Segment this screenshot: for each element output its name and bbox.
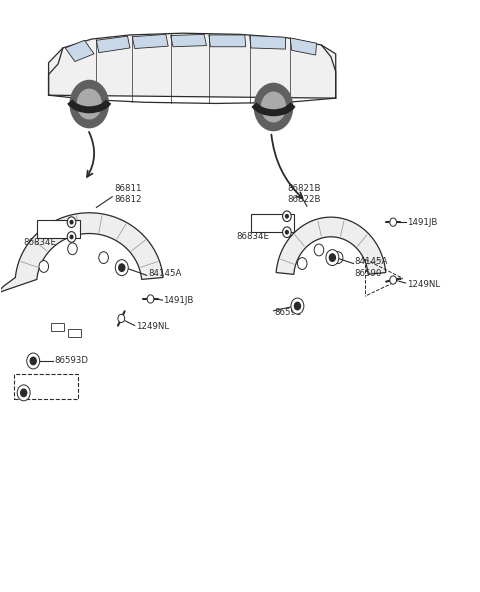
Circle shape xyxy=(390,276,396,284)
Circle shape xyxy=(119,264,125,271)
Polygon shape xyxy=(209,35,246,47)
Circle shape xyxy=(21,389,27,397)
Circle shape xyxy=(30,357,36,365)
Circle shape xyxy=(147,295,154,303)
Text: 1416BA: 1416BA xyxy=(40,230,74,239)
Circle shape xyxy=(115,260,128,276)
Text: 86811
86812: 86811 86812 xyxy=(115,184,142,204)
Text: 1491JB: 1491JB xyxy=(163,296,194,305)
Text: 1249NL: 1249NL xyxy=(136,322,169,331)
Circle shape xyxy=(77,89,101,119)
Circle shape xyxy=(291,298,304,314)
Text: 84145A: 84145A xyxy=(355,258,388,266)
Bar xyxy=(251,214,294,232)
Circle shape xyxy=(99,252,108,263)
Circle shape xyxy=(326,250,339,266)
FancyBboxPatch shape xyxy=(14,374,78,399)
Circle shape xyxy=(298,258,307,269)
Text: 1416BA: 1416BA xyxy=(254,224,288,233)
Polygon shape xyxy=(276,217,386,274)
Text: 14160: 14160 xyxy=(254,217,282,226)
Polygon shape xyxy=(96,36,130,53)
Text: 86821B
86822B: 86821B 86822B xyxy=(287,184,321,204)
Circle shape xyxy=(286,230,288,234)
Polygon shape xyxy=(290,38,317,55)
Polygon shape xyxy=(132,34,168,49)
Circle shape xyxy=(390,218,396,226)
Circle shape xyxy=(17,385,30,401)
Circle shape xyxy=(70,220,73,224)
Bar xyxy=(51,323,64,332)
Polygon shape xyxy=(0,213,163,307)
Circle shape xyxy=(314,244,324,256)
Text: 86834E: 86834E xyxy=(24,239,57,247)
Circle shape xyxy=(70,235,73,239)
Polygon shape xyxy=(65,40,94,62)
Circle shape xyxy=(286,214,288,218)
Text: 84145A: 84145A xyxy=(148,269,181,278)
Circle shape xyxy=(70,81,108,128)
Circle shape xyxy=(27,353,40,369)
Polygon shape xyxy=(170,34,206,47)
Text: 1249NL: 1249NL xyxy=(407,279,440,289)
Circle shape xyxy=(333,252,343,263)
Polygon shape xyxy=(250,36,286,49)
Circle shape xyxy=(68,243,77,255)
Text: 86593D: 86593D xyxy=(54,356,88,365)
Circle shape xyxy=(39,260,48,272)
Text: (-150216): (-150216) xyxy=(20,380,62,389)
Text: 86591: 86591 xyxy=(275,308,302,317)
Bar xyxy=(68,329,81,337)
Circle shape xyxy=(67,231,76,242)
Bar xyxy=(36,220,80,238)
Text: 86590: 86590 xyxy=(355,269,382,278)
Text: 14160: 14160 xyxy=(40,223,68,231)
Circle shape xyxy=(254,83,293,131)
Circle shape xyxy=(283,211,291,221)
Circle shape xyxy=(329,254,336,261)
Circle shape xyxy=(118,314,125,323)
Polygon shape xyxy=(48,33,336,98)
Circle shape xyxy=(294,303,300,310)
Text: 86834E: 86834E xyxy=(236,233,269,242)
Circle shape xyxy=(67,217,76,227)
Circle shape xyxy=(283,227,291,237)
Text: 86590: 86590 xyxy=(40,388,67,397)
Text: 1491JB: 1491JB xyxy=(407,218,437,227)
Circle shape xyxy=(262,92,286,122)
